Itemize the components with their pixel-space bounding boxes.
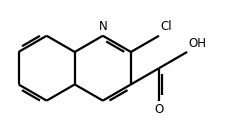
Text: OH: OH	[188, 37, 206, 50]
Text: O: O	[154, 103, 163, 116]
Text: N: N	[98, 20, 107, 34]
Text: Cl: Cl	[160, 20, 172, 34]
